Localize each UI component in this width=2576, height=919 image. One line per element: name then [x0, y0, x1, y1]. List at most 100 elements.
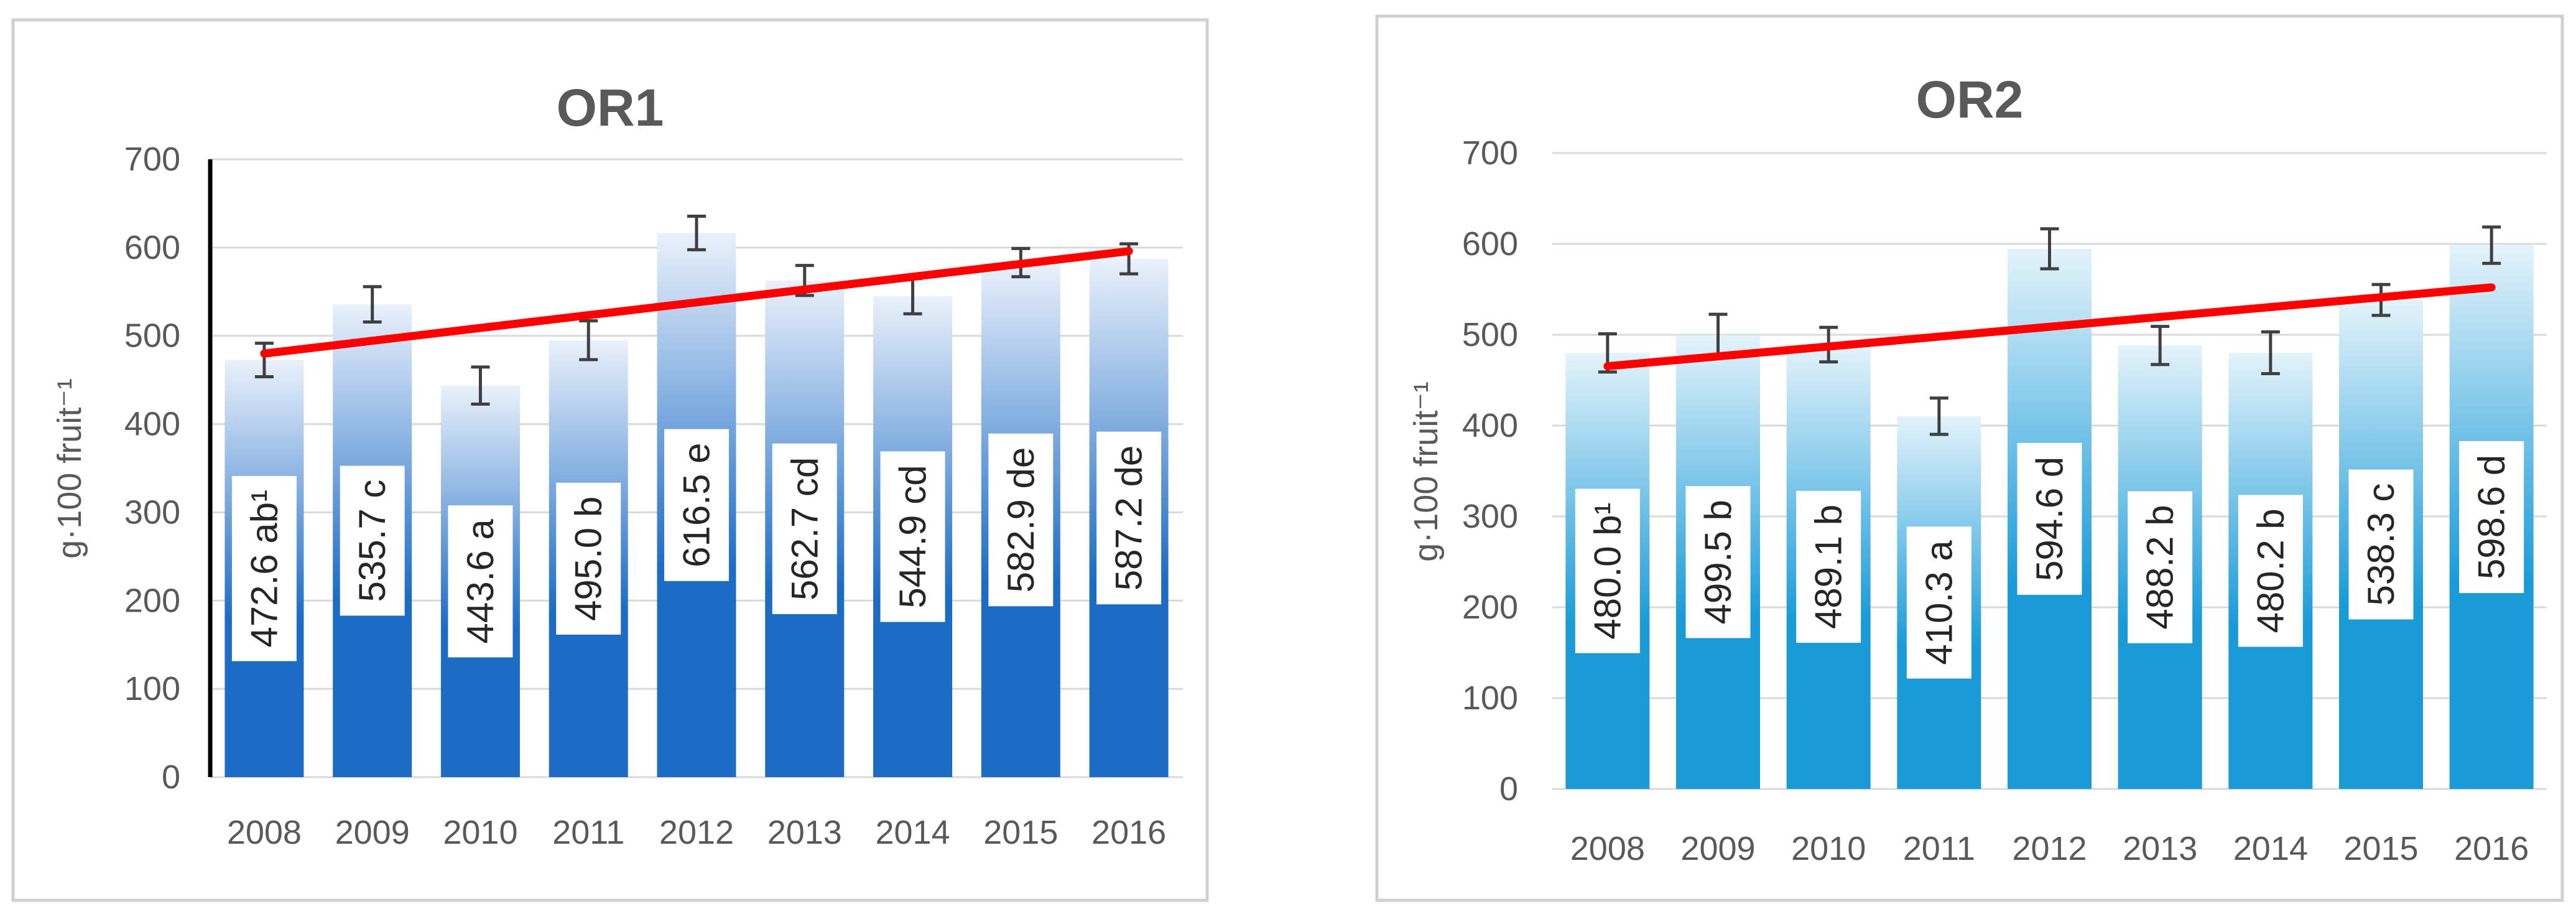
chart-or2-error-bar-2016 — [2482, 225, 2501, 265]
chart-or1-trendline — [260, 247, 1133, 358]
chart-or2-data-label-2011: 410.3 a — [1906, 526, 1971, 679]
chart-or2-data-label-2012: 594.6 d — [2017, 442, 2082, 595]
chart-or1-data-label-text-2008: 472.6 ab¹ — [243, 490, 285, 648]
chart-or1-title: OR1 — [557, 78, 664, 137]
chart-or2-data-label-box-2009 — [1685, 486, 1751, 638]
chart-or2-x-tick-label-2015: 2015 — [2343, 830, 2418, 867]
chart-or1-y-tick-label-100: 100 — [124, 670, 180, 707]
chart-or1-data-label-box-2015 — [988, 433, 1054, 607]
chart-or2-data-label-box-2013 — [2128, 491, 2193, 643]
chart-or2-data-label-2013: 488.2 b — [2128, 491, 2193, 643]
chart-or2-data-label-2009: 499.5 b — [1685, 486, 1751, 638]
chart-or2-y-tick-label-600: 600 — [1462, 225, 1518, 263]
chart-or2-y-tick-label-300: 300 — [1462, 498, 1518, 535]
chart-or1-data-label-text-2015: 582.9 de — [1000, 447, 1042, 593]
chart-or2-y-tick-label-500: 500 — [1462, 316, 1518, 353]
chart-or2-data-label-box-2012 — [2017, 442, 2082, 595]
chart-or1-y-tick-label-300: 300 — [124, 493, 180, 531]
chart-or1-y-tick-label-500: 500 — [124, 317, 180, 355]
chart-or1: OR1 g·100 fruit⁻¹ 472.6 ab¹ 535.7 c 443.6 … — [11, 18, 1209, 902]
chart-or2-x-tick-label-2013: 2013 — [2123, 830, 2197, 867]
chart-or1-error-bar-2010 — [471, 365, 490, 406]
chart-or2-x-tick-label-2010: 2010 — [1791, 830, 1866, 867]
chart-or2-x-tick-label-2014: 2014 — [2233, 830, 2308, 867]
chart-or1-data-label-2010: 443.6 a — [448, 505, 513, 658]
chart-or1-x-tick-label-2011: 2011 — [552, 814, 624, 851]
chart-or1-x-tick-label-2012: 2012 — [659, 814, 734, 851]
chart-or2-error-bar-2014 — [2261, 330, 2280, 375]
chart-or2-data-label-box-2015 — [2348, 469, 2414, 620]
chart-or2-y-tick-label-400: 400 — [1462, 407, 1518, 444]
chart-or2-data-label-2014: 480.2 b — [2238, 495, 2303, 647]
chart-or1-data-label-2011: 495.0 b — [556, 482, 621, 635]
chart-or1-y-tick-label-600: 600 — [124, 229, 180, 266]
chart-or1-data-label-2013: 562.7 cd — [772, 443, 837, 614]
chart-or1-x-tick-label-2014: 2014 — [875, 814, 950, 851]
chart-or2-x-tick-label-2011: 2011 — [1903, 830, 1975, 867]
chart-or2-title: OR2 — [1916, 70, 2024, 129]
chart-or1-y-tick-label-700: 700 — [124, 141, 180, 178]
chart-or1-y-tick-label-200: 200 — [124, 582, 180, 619]
chart-or1-data-label-box-2008 — [231, 476, 297, 661]
chart-or2-x-tick-label-2012: 2012 — [2012, 830, 2087, 867]
chart-or1-data-label-box-2011 — [556, 482, 621, 635]
chart-or2-error-bar-2011 — [1929, 396, 1948, 436]
chart-or1-data-label-2014: 544.9 cd — [880, 451, 945, 622]
chart-or1-data-label-text-2013: 562.7 cd — [784, 457, 825, 600]
chart-or1-data-label-2012: 616.5 e — [664, 429, 729, 581]
chart-or2-data-label-text-2016: 598.6 d — [2471, 455, 2513, 579]
chart-or2-data-label-text-2009: 499.5 b — [1697, 500, 1739, 624]
chart-or1-plot-area: 472.6 ab¹ 535.7 c 443.6 a 495.0 b 616.5 e 562… — [124, 141, 1183, 851]
chart-or1-error-bar-2011 — [579, 319, 598, 362]
chart-or1-data-label-2016: 587.2 de — [1096, 431, 1162, 605]
chart-or2-plot-area: 480.0 b¹ 499.5 b 489.1 b 410.3 a 594.6 d 488.… — [1462, 134, 2547, 867]
chart-or2-data-label-2008: 480.0 b¹ — [1575, 488, 1640, 653]
chart-or1-data-label-box-2016 — [1096, 431, 1162, 605]
chart-or2-data-label-box-2016 — [2459, 441, 2524, 594]
chart-or2-data-label-text-2011: 410.3 a — [1918, 540, 1960, 665]
chart-or1-data-label-text-2009: 535.7 c — [351, 480, 393, 602]
chart-or1-data-label-2008: 472.6 ab¹ — [231, 476, 297, 661]
chart-or1-data-label-box-2012 — [664, 429, 729, 581]
chart-or1-data-label-2015: 582.9 de — [988, 433, 1054, 607]
chart-or1-data-label-box-2010 — [448, 505, 513, 658]
chart-or2-y-axis-title: g·100 fruit⁻¹ — [1407, 381, 1445, 562]
chart-or1-data-label-box-2009 — [340, 465, 405, 616]
chart-or1-data-label-text-2016: 587.2 de — [1108, 446, 1150, 591]
chart-or2-y-tick-label-200: 200 — [1462, 589, 1518, 626]
chart-or2-data-label-box-2014 — [2238, 495, 2303, 647]
chart-or2-trendline — [1603, 283, 2496, 371]
chart-or2-data-label-text-2012: 594.6 d — [2029, 457, 2070, 581]
chart-or2-data-label-text-2014: 480.2 b — [2249, 508, 2291, 633]
chart-or2-data-label-text-2015: 538.3 c — [2360, 483, 2402, 606]
chart-or1-error-bar-2008 — [254, 342, 274, 379]
chart-or1-x-tick-label-2016: 2016 — [1091, 814, 1166, 851]
chart-or2-data-label-2015: 538.3 c — [2348, 469, 2414, 620]
chart-or1-data-label-text-2011: 495.0 b — [568, 497, 609, 621]
chart-or1-x-tick-label-2013: 2013 — [767, 814, 842, 851]
chart-or1-y-tick-label-0: 0 — [162, 758, 180, 796]
chart-or2: OR2 g·100 fruit⁻¹ 480.0 b¹ 499.5 b 489.1 b… — [1375, 14, 2564, 902]
chart-or1-y-axis-title: g·100 fruit⁻¹ — [51, 378, 88, 559]
chart-or2-y-tick-label-0: 0 — [1499, 770, 1518, 808]
chart-or1-data-label-text-2010: 443.6 a — [460, 519, 501, 644]
chart-or1-data-label-text-2014: 544.9 cd — [892, 465, 934, 608]
chart-or1-y-tick-label-400: 400 — [124, 406, 180, 443]
chart-or1-x-tick-label-2008: 2008 — [227, 814, 302, 851]
chart-or1-error-bar-2009 — [363, 285, 382, 324]
chart-or1-error-bar-2012 — [687, 214, 706, 251]
chart-or2-error-bar-2013 — [2151, 325, 2170, 366]
chart-or1-data-label-box-2013 — [772, 443, 837, 614]
chart-or2-data-label-text-2010: 489.1 b — [1808, 505, 1850, 629]
chart-or1-x-tick-label-2009: 2009 — [335, 814, 410, 851]
chart-or2-y-tick-label-700: 700 — [1462, 134, 1518, 172]
chart-or2-y-tick-label-100: 100 — [1462, 679, 1518, 717]
chart-or2-error-bar-2012 — [2040, 227, 2059, 271]
chart-or1-x-tick-label-2015: 2015 — [983, 814, 1058, 851]
chart-or2-data-label-text-2013: 488.2 b — [2139, 505, 2181, 630]
chart-or2-data-label-text-2008: 480.0 b¹ — [1587, 503, 1628, 640]
chart-or2-data-label-box-2008 — [1575, 488, 1640, 653]
chart-or2-x-tick-label-2009: 2009 — [1680, 830, 1755, 867]
chart-or2-x-tick-label-2008: 2008 — [1570, 830, 1645, 867]
